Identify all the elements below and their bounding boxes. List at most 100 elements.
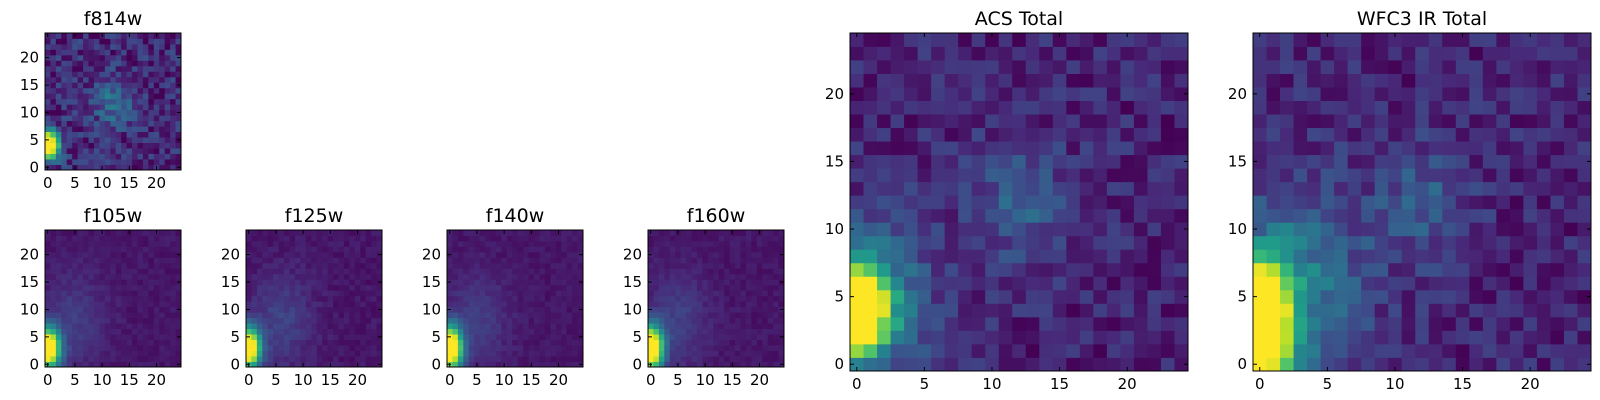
heatmap-cell — [99, 153, 106, 160]
heatmap-cell — [1052, 357, 1067, 372]
heatmap-cell — [305, 230, 312, 236]
heatmap-cell — [1266, 195, 1281, 210]
heatmap-cell — [61, 246, 68, 253]
heatmap-cell — [99, 334, 106, 340]
heatmap-cell — [534, 312, 540, 319]
heatmap-cell — [148, 43, 155, 50]
heatmap-cell — [998, 357, 1013, 372]
heatmap-cell — [729, 301, 736, 308]
heatmap-cell — [45, 159, 51, 165]
heatmap-cell — [159, 323, 166, 330]
heatmap-cell — [1442, 127, 1457, 142]
heatmap-cell — [55, 60, 62, 67]
heatmap-cell — [365, 290, 372, 297]
heatmap-cell — [696, 235, 703, 242]
heatmap-cell — [153, 273, 160, 280]
heatmap-cell — [115, 273, 122, 280]
heatmap-cell — [702, 240, 709, 247]
heatmap-cell — [284, 306, 290, 313]
heatmap-cell — [724, 284, 730, 291]
heatmap-cell — [365, 301, 372, 308]
heatmap-cell — [729, 251, 736, 258]
heatmap-cell — [1334, 73, 1349, 88]
heatmap-cell — [713, 284, 720, 291]
heatmap-cell — [1347, 343, 1362, 358]
heatmap-cell — [944, 222, 959, 237]
heatmap-cell — [931, 114, 946, 129]
heatmap-cell — [658, 262, 665, 269]
heatmap-cell — [1052, 235, 1067, 250]
heatmap-cell — [1361, 100, 1376, 115]
heatmap-cell — [289, 235, 296, 242]
heatmap-cell — [447, 317, 453, 324]
heatmap-cell — [534, 251, 540, 258]
y-tick-label-f140w: 0 — [431, 355, 441, 373]
heatmap-cell — [159, 240, 166, 247]
heatmap-cell — [267, 251, 274, 258]
heatmap-cell — [365, 257, 372, 264]
heatmap-cell — [1293, 303, 1308, 318]
heatmap-cell — [1361, 168, 1376, 183]
heatmap-cell — [517, 246, 524, 253]
heatmap-cell — [452, 323, 459, 330]
heatmap-cell — [246, 345, 252, 351]
heatmap-cell — [1388, 33, 1403, 47]
heatmap-cell — [126, 246, 133, 253]
heatmap-cell — [713, 317, 720, 324]
heatmap-cell — [1039, 114, 1054, 129]
heatmap-cell — [490, 295, 497, 302]
x-tick-label-f160w: 20 — [750, 371, 769, 389]
y-tick-label-wfc3-ir-total: 0 — [1237, 355, 1247, 373]
heatmap-cell — [713, 235, 720, 242]
heatmap-cell — [300, 328, 307, 335]
heatmap-cell — [110, 153, 117, 160]
heatmap-cell — [648, 295, 654, 302]
heatmap-cell — [877, 357, 891, 372]
y-tick-label-f125w: 15 — [221, 273, 240, 291]
heatmap-cell — [316, 240, 323, 247]
heatmap-cell — [1509, 114, 1524, 129]
heatmap-cell — [1374, 235, 1389, 250]
heatmap-cell — [322, 246, 328, 253]
heatmap-cell — [77, 38, 84, 45]
heatmap-cell — [1039, 127, 1054, 142]
heatmap-cell — [778, 350, 785, 357]
heatmap-cell — [99, 137, 106, 143]
heatmap-cell — [1482, 357, 1497, 372]
heatmap-cell — [669, 235, 676, 242]
x-tick-label-f160w: 15 — [723, 371, 742, 389]
heatmap-cell — [1133, 168, 1148, 183]
heatmap-cell — [311, 235, 318, 242]
heatmap-cell — [1307, 303, 1321, 318]
heatmap-cell — [577, 268, 584, 275]
heatmap-cell — [474, 334, 481, 340]
panel-title-wfc3-ir-total: WFC3 IR Total — [1357, 8, 1487, 30]
heatmap-cell — [66, 317, 73, 324]
heatmap-cell — [691, 328, 698, 335]
heatmap-cell — [468, 328, 475, 335]
heatmap-cell — [506, 356, 513, 362]
heatmap-cell — [958, 357, 973, 372]
heatmap-cell — [305, 339, 312, 346]
heatmap-cell — [767, 279, 774, 286]
heatmap-cell — [251, 262, 258, 269]
heatmap-cell — [751, 268, 758, 275]
heatmap-cell — [468, 323, 475, 330]
heatmap-cell — [850, 141, 864, 156]
heatmap-cell — [1266, 303, 1281, 318]
heatmap-cell — [1253, 330, 1267, 345]
heatmap-cell — [686, 235, 692, 242]
heatmap-cell — [1428, 127, 1443, 142]
heatmap-cell — [289, 230, 296, 236]
heatmap-cell — [338, 295, 345, 302]
heatmap-cell — [66, 38, 73, 45]
heatmap-cell — [72, 251, 79, 258]
heatmap-cell — [890, 114, 905, 129]
heatmap-cell — [273, 262, 280, 269]
heatmap-cell — [77, 137, 84, 143]
heatmap-cell — [371, 279, 377, 286]
heatmap-cell — [1307, 343, 1321, 358]
heatmap-cell — [83, 43, 89, 50]
heatmap-cell — [707, 312, 714, 319]
heatmap-cell — [66, 159, 73, 165]
